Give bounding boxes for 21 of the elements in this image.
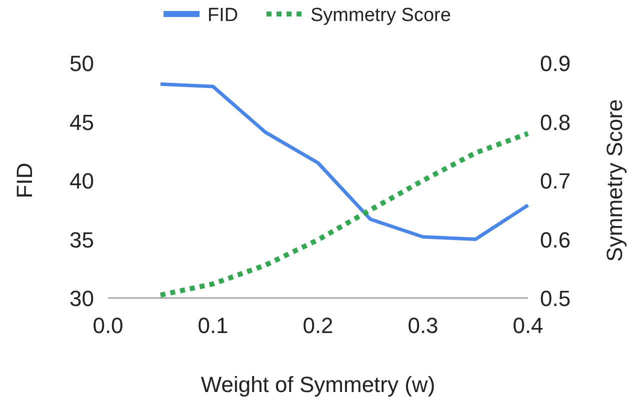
y-tick-label: 45	[70, 110, 94, 135]
y2-tick-label: 0.8	[540, 110, 571, 135]
y-axis-title: FID	[12, 162, 37, 198]
x-tick-label: 0.2	[302, 313, 334, 338]
y2-axis-title: Symmetry Score	[602, 99, 627, 262]
y2-tick-label: 0.9	[540, 51, 571, 76]
y-tick-label: 50	[70, 51, 94, 76]
x-tick-label: 0.4	[512, 313, 544, 338]
y2-tick-label: 0.7	[540, 168, 571, 194]
y-tick-label: 35	[70, 227, 94, 252]
y2-tick-label: 0.6	[540, 227, 571, 252]
x-tick-label: 0.3	[408, 313, 438, 338]
y-tick-label: 40	[70, 168, 94, 194]
legend-label: FID	[208, 5, 238, 26]
x-axis-title: Weight of Symmetry (w)	[200, 372, 436, 397]
x-tick-label: 0.1	[198, 313, 228, 338]
x-tick-label: 0.0	[92, 313, 124, 338]
legend-label: Symmetry Score	[310, 5, 451, 26]
line-series	[158, 82, 530, 241]
y2-tick-label: 0.5	[540, 286, 571, 311]
y-tick-label: 30	[70, 286, 94, 311]
